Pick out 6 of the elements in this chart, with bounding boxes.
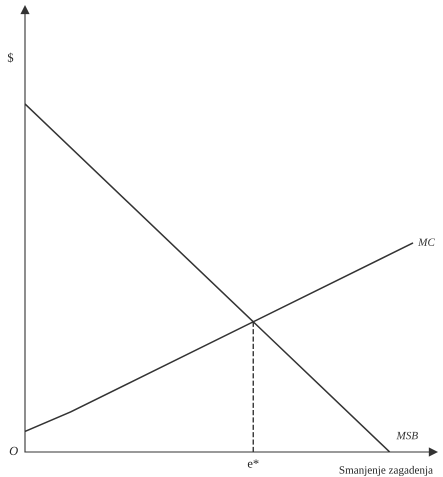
series-label: MSB [396,432,418,440]
series-label: MC [418,238,435,246]
x-axis-title: Smanjenje zagadenja [340,466,433,476]
text: O [10,446,18,456]
text: e* [248,459,259,468]
y-axis-title: $ [8,52,14,63]
